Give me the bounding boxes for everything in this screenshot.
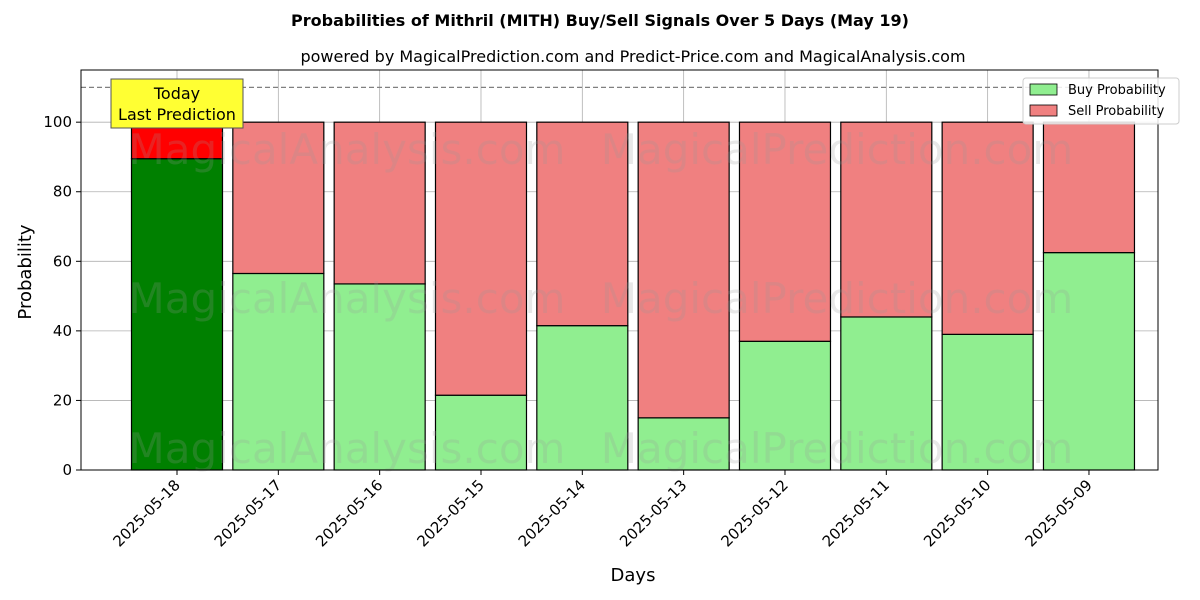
- x-tick-label: 2025-05-11: [819, 476, 893, 550]
- today-annotation: Today Last Prediction: [110, 78, 244, 129]
- plot-frame: [80, 69, 1159, 471]
- y-tick-label: 100: [43, 113, 72, 131]
- chart-title: Probabilities of Mithril (MITH) Buy/Sell…: [291, 11, 909, 30]
- sell-bar: [232, 121, 325, 275]
- x-tick-label: 2025-05-14: [515, 476, 589, 550]
- sell-bar: [840, 121, 933, 318]
- x-tick-label: 2025-05-13: [616, 476, 690, 550]
- buy-bar: [738, 340, 832, 471]
- legend-swatch: [1029, 83, 1058, 96]
- buy-bar: [536, 325, 629, 471]
- buy-bar: [840, 316, 933, 471]
- watermark-text: MagicalAnalysis.com: [129, 274, 566, 323]
- buy-bar: [333, 283, 426, 471]
- watermark-text: MagicalAnalysis.com: [129, 424, 566, 473]
- y-tick-label: 80: [53, 183, 72, 201]
- legend: Buy Probability Sell Probability: [1022, 77, 1180, 125]
- y-tick-label: 40: [53, 322, 72, 340]
- chart-subtitle: powered by MagicalPrediction.com and Pre…: [300, 47, 965, 66]
- y-axis: 0 20 40 60 80 100: [43, 113, 81, 479]
- buy-bar: [1042, 252, 1136, 471]
- annotation-box: [110, 78, 244, 129]
- watermarks: MagicalAnalysis.com MagicalPrediction.com…: [129, 125, 1074, 473]
- legend-label: Buy Probability: [1068, 83, 1166, 98]
- annotation-text: Last Prediction: [118, 105, 236, 124]
- legend-swatch: [1029, 104, 1058, 117]
- watermark-text: MagicalAnalysis.com: [129, 125, 566, 174]
- watermark-text: MagicalPrediction.com: [601, 274, 1074, 323]
- x-tick-label: 2025-05-16: [312, 476, 386, 550]
- sell-bar: [637, 121, 730, 419]
- watermark-text: MagicalPrediction.com: [601, 424, 1074, 473]
- y-tick-label: 0: [62, 461, 72, 479]
- bars: [130, 121, 1136, 471]
- legend-box: [1022, 77, 1180, 125]
- annotation-text: Today: [153, 84, 200, 103]
- sell-bar: [941, 121, 1034, 335]
- x-axis-label: Days: [611, 565, 656, 586]
- buy-bar: [637, 417, 730, 471]
- x-tick-label: 2025-05-15: [413, 476, 487, 550]
- legend-label: Sell Probability: [1068, 104, 1165, 119]
- buy-bar: [941, 333, 1034, 471]
- buy-bar: [130, 158, 224, 471]
- x-tick-label: 2025-05-12: [717, 476, 791, 550]
- sell-bar: [434, 121, 528, 396]
- sell-bar: [333, 121, 426, 285]
- sell-bar: [738, 121, 832, 342]
- x-tick-label: 2025-05-09: [1021, 476, 1095, 550]
- x-tick-label: 2025-05-18: [109, 476, 183, 550]
- x-axis: 2025-05-18 2025-05-17 2025-05-16 2025-05-15…: [109, 470, 1096, 550]
- x-tick-label: 2025-05-10: [920, 476, 994, 550]
- sell-bar: [1042, 121, 1136, 254]
- y-tick-label: 20: [53, 391, 72, 409]
- watermark-text: MagicalPrediction.com: [601, 125, 1074, 174]
- y-tick-label: 60: [53, 252, 72, 270]
- y-axis-label: Probability: [15, 224, 36, 319]
- sell-bar: [536, 121, 629, 327]
- x-tick-label: 2025-05-17: [211, 476, 285, 550]
